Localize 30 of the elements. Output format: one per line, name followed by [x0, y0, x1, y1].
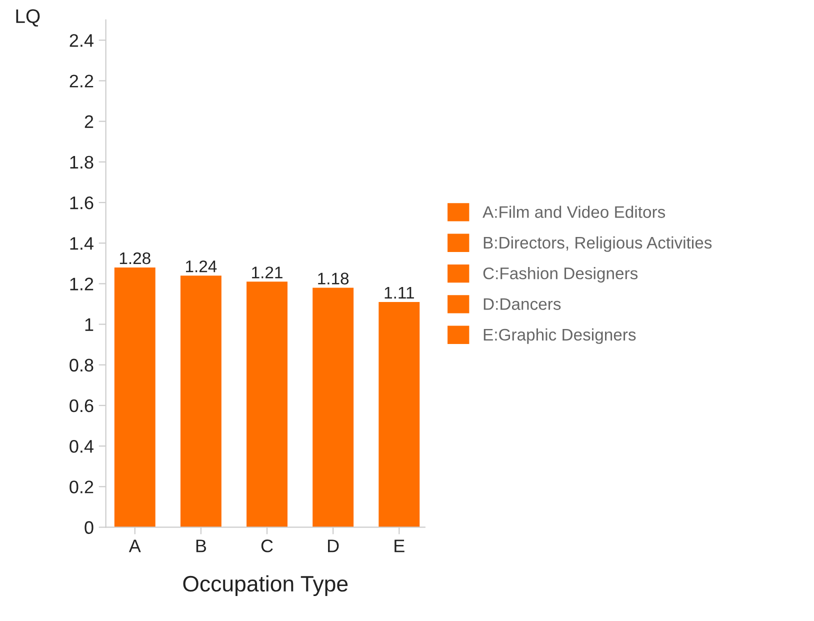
data-label: 1.28	[120, 252, 150, 264]
legend-label: B:Directors, Religious Activities	[484, 236, 712, 252]
x-tick-label: E	[394, 540, 404, 552]
y-tick-label: 2.2	[70, 74, 94, 88]
y-tick-label: 0.6	[70, 399, 94, 412]
legend-label: C:Fashion Designers	[483, 267, 638, 283]
y-tick-label: 1.6	[70, 196, 94, 210]
legend-label: D:Dancers	[484, 298, 561, 310]
legend-label: E:Graphic Designers	[484, 328, 636, 344]
data-label: 1.11	[384, 287, 414, 299]
y-tick-label: 1.4	[70, 237, 94, 250]
y-tick-label: 0	[84, 521, 94, 534]
y-tick-label: 0.8	[70, 358, 94, 372]
y-tick-label: 0.4	[70, 440, 94, 453]
y-tick-label: 1.8	[70, 156, 94, 169]
y-axis-title: LQ	[16, 9, 40, 27]
x-axis-title: Occupation Type	[183, 575, 348, 596]
y-tick-label: 2.4	[70, 34, 94, 47]
y-tick-label: 0.2	[70, 480, 94, 494]
x-tick-label: B	[196, 540, 206, 552]
data-label: 1.18	[318, 272, 349, 284]
legend-label: A:Film and Video Editors	[482, 206, 666, 218]
y-tick-label: 1.2	[70, 278, 94, 290]
data-label: 1.24	[186, 260, 217, 272]
x-tick-label: D	[328, 540, 339, 552]
x-tick-label: C	[261, 540, 273, 552]
y-tick-label: 2	[84, 115, 94, 128]
x-tick-label: A	[128, 540, 141, 552]
y-tick-label: 1	[85, 318, 94, 331]
data-label: 1.21	[252, 266, 282, 278]
